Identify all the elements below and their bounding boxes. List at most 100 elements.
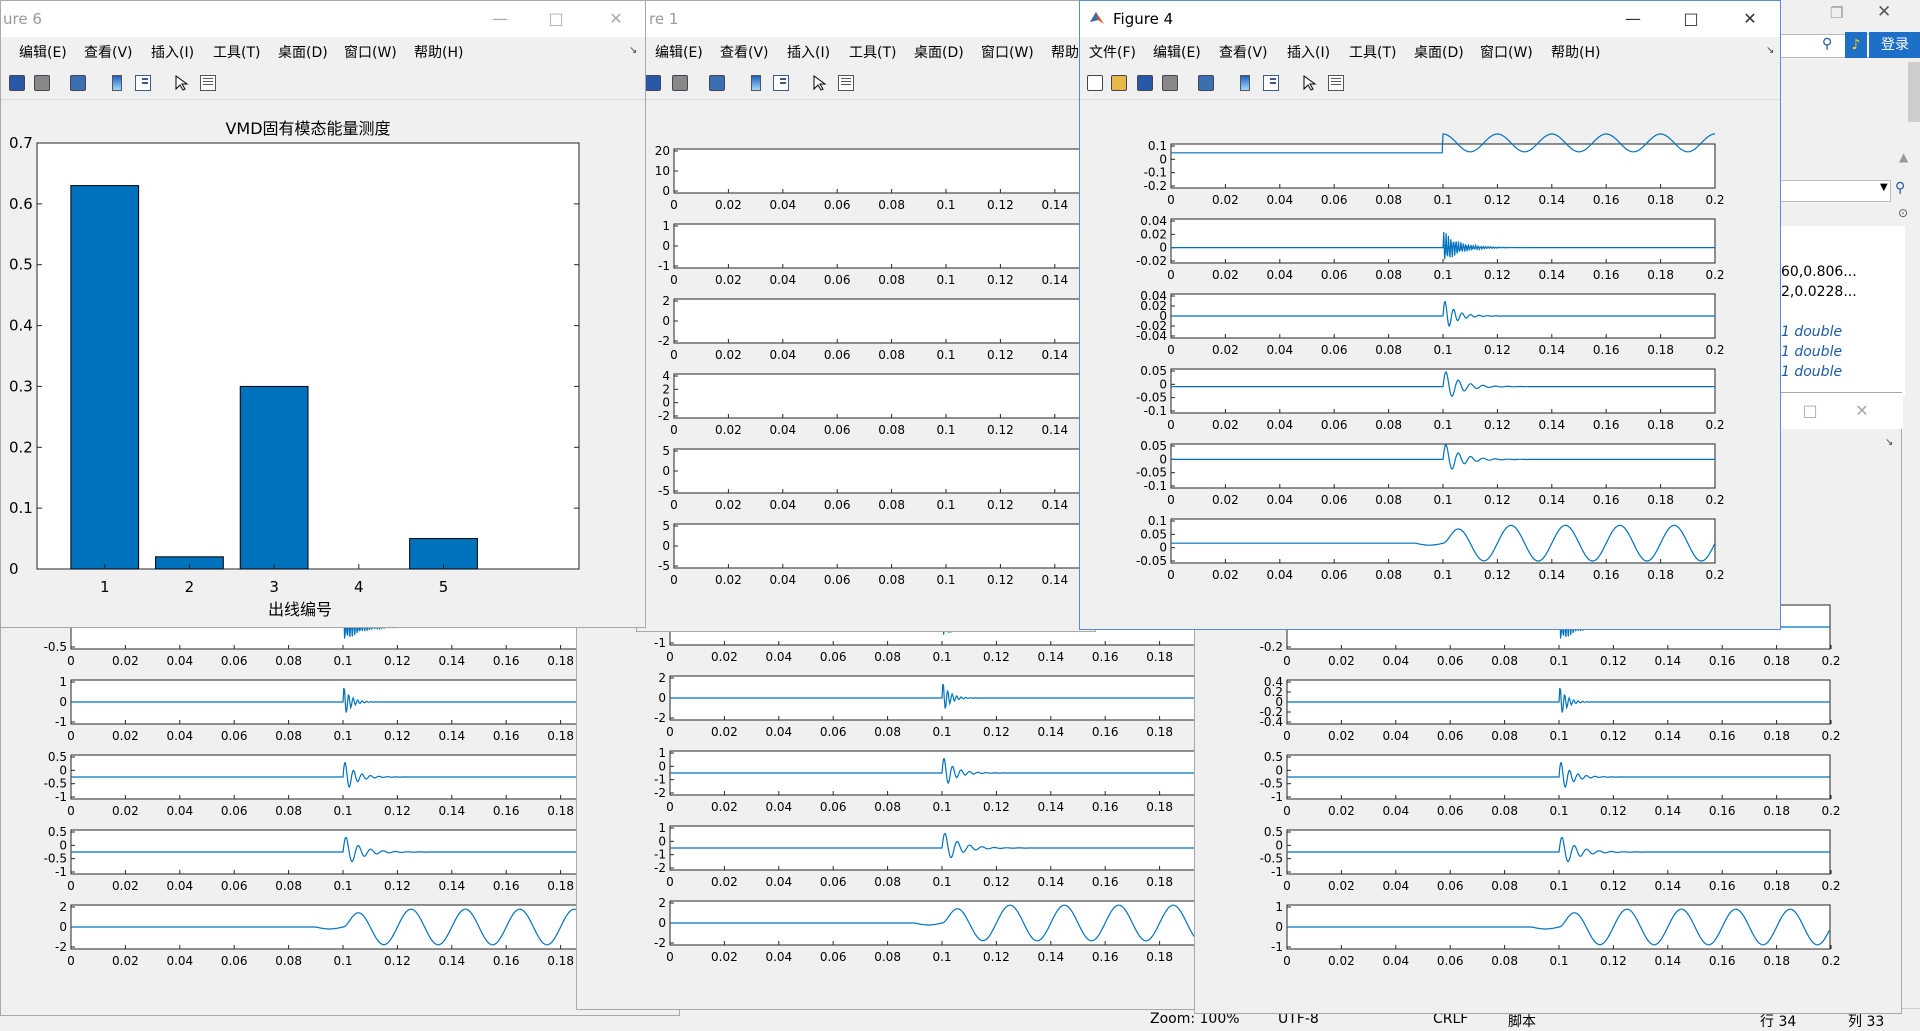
legend-icon[interactable] [135, 75, 151, 91]
y-tick-label: 0 [1159, 241, 1167, 255]
workspace-search-icon[interactable]: ⚲ [1895, 180, 1906, 196]
x-tick-label: 0.02 [715, 498, 742, 512]
matlab-logo-icon [1089, 10, 1105, 26]
y-tick-label: -2 [654, 786, 666, 800]
y-tick-label: -1 [654, 636, 666, 650]
x-tick-label: 0.2 [1705, 568, 1724, 582]
menu-item[interactable]: 桌面(D) [1414, 45, 1464, 61]
close-icon[interactable]: ✕ [609, 9, 623, 28]
print-icon[interactable] [1162, 75, 1178, 91]
print-icon[interactable] [34, 75, 50, 91]
save-icon[interactable] [1137, 75, 1153, 91]
menu-item[interactable]: 工具(T) [849, 45, 897, 61]
minimize-icon[interactable]: — [1625, 9, 1641, 28]
minimize-icon[interactable]: — [492, 9, 508, 28]
property-inspector-icon[interactable] [1328, 75, 1344, 91]
menu-item[interactable]: 查看(V) [84, 45, 133, 61]
y-tick-label: 0 [1275, 763, 1283, 777]
x-tick-label: 0.06 [824, 573, 851, 587]
chevron-icon[interactable]: ↘ [1766, 45, 1775, 56]
x-tick-label: 0 [670, 498, 678, 512]
print-preview-icon[interactable] [709, 75, 725, 91]
print-icon[interactable] [672, 75, 688, 91]
property-inspector-icon[interactable] [200, 75, 216, 91]
x-tick-label: 0.12 [384, 804, 411, 818]
scrollbar[interactable] [1908, 62, 1920, 122]
menu-item[interactable]: 窗口(W) [981, 45, 1034, 61]
x-tick-label: 0.14 [1538, 493, 1565, 507]
workspace-expand-icon[interactable]: ⊙ [1898, 206, 1909, 220]
print-preview-icon[interactable] [1198, 75, 1214, 91]
menu-item[interactable]: 帮助(H) [414, 45, 464, 61]
figure-4-window[interactable]: Figure 4 — □ ✕ 文件(F) 编辑(E) 查看(V) 插入(I) 工具(T)… [1079, 0, 1781, 630]
menu-item[interactable]: 编辑(E) [19, 45, 67, 61]
chevron-down-icon[interactable]: ▼ [1880, 182, 1888, 193]
login-button[interactable]: 登录 [1869, 32, 1920, 58]
restore-icon[interactable]: ❐ [1830, 4, 1844, 22]
menu-item[interactable]: 插入(I) [1287, 45, 1331, 61]
colorbar-icon[interactable] [112, 75, 122, 91]
menu-item[interactable]: 工具(T) [213, 45, 261, 61]
x-tick-label: 0.02 [711, 725, 738, 739]
menu-item[interactable]: 编辑(E) [655, 45, 703, 61]
colorbar-icon[interactable] [751, 75, 761, 91]
menu-item[interactable]: 查看(V) [720, 45, 769, 61]
close-icon[interactable]: ✕ [1877, 2, 1892, 22]
menu-item[interactable]: 帮助 [1051, 45, 1079, 61]
menu-item[interactable]: 桌面(D) [278, 45, 328, 61]
figure-6-window[interactable]: ure 6 — □ ✕ 编辑(E) 查看(V) 插入(I) 工具(T) 桌面(D) 窗口(… [0, 0, 646, 628]
property-inspector-icon[interactable] [838, 75, 854, 91]
x-tick-label: 0 [670, 348, 678, 362]
x-tick-label: 0.12 [987, 573, 1014, 587]
menu-item[interactable]: 工具(T) [1349, 45, 1397, 61]
menu-item[interactable]: 窗口(W) [344, 45, 397, 61]
colorbar-icon[interactable] [1240, 75, 1250, 91]
menu-item[interactable]: 查看(V) [1219, 45, 1268, 61]
menu-item[interactable]: 窗口(W) [1480, 45, 1533, 61]
print-preview-icon[interactable] [70, 75, 86, 91]
maximize-icon[interactable]: □ [1802, 401, 1818, 420]
menu-item[interactable]: 帮助(H) [1551, 45, 1601, 61]
title-bar[interactable]: Figure 4 — □ ✕ [1080, 1, 1780, 37]
x-tick-label: 0.16 [1709, 729, 1736, 743]
pointer-icon[interactable] [811, 75, 827, 91]
notification-icon[interactable]: ♪ [1845, 32, 1867, 58]
x-tick-label: 0.14 [438, 879, 465, 893]
menu-item[interactable]: 插入(I) [787, 45, 831, 61]
x-tick-label: 0.14 [1037, 800, 1064, 814]
y-tick-label: 2 [59, 900, 67, 914]
pointer-icon[interactable] [173, 75, 189, 91]
menu-item[interactable]: 编辑(E) [1153, 45, 1201, 61]
maximize-icon[interactable]: □ [548, 9, 564, 28]
y-tick-label: 0.5 [1264, 825, 1283, 839]
chevron-icon[interactable]: ↘ [629, 45, 638, 56]
maximize-icon[interactable]: □ [1683, 9, 1699, 28]
workspace-search[interactable]: ▼ [1777, 180, 1891, 202]
menu-item[interactable]: 插入(I) [151, 45, 195, 61]
y-tick-label: 5 [662, 519, 670, 533]
title-bar[interactable]: ure 6 — □ ✕ [1, 1, 645, 37]
title-bar[interactable]: re 1 [637, 1, 1095, 37]
x-tick-label: 0.04 [1382, 879, 1409, 893]
legend-icon[interactable] [773, 75, 789, 91]
x-tick-label: 0.06 [820, 800, 847, 814]
x-tick-label: 5 [439, 578, 449, 596]
y-tick-label: -5 [658, 559, 670, 573]
pointer-icon[interactable] [1301, 75, 1317, 91]
figure-1-window[interactable]: re 1 编辑(E) 查看(V) 插入(I) 工具(T) 桌面(D) 窗口(W) 帮助 20… [636, 0, 1098, 632]
x-tick-label: 0.14 [1538, 418, 1565, 432]
save-icon[interactable] [645, 75, 661, 91]
close-icon[interactable]: ✕ [1743, 9, 1757, 28]
menu-item[interactable]: 桌面(D) [914, 45, 964, 61]
close-icon[interactable]: ✕ [1855, 401, 1869, 420]
chevron-icon[interactable]: ↘ [1885, 437, 1894, 448]
script-status: 脚本 [1508, 1014, 1536, 1030]
chevron-up-icon[interactable]: ▲ [1899, 150, 1909, 164]
new-file-icon[interactable] [1087, 75, 1103, 91]
save-icon[interactable] [9, 75, 25, 91]
x-tick-label: 0.08 [1375, 268, 1402, 282]
y-tick-label: 0 [662, 464, 670, 478]
legend-icon[interactable] [1263, 75, 1279, 91]
menu-item[interactable]: 文件(F) [1089, 45, 1136, 61]
open-folder-icon[interactable] [1111, 75, 1127, 91]
